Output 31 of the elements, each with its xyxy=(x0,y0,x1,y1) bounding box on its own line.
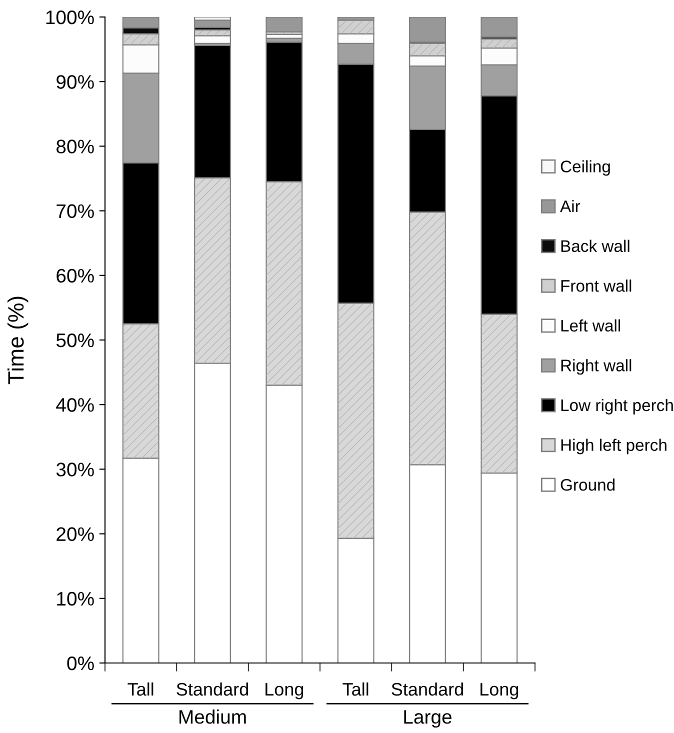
bar xyxy=(480,17,518,38)
y-tick-label: 30% xyxy=(56,462,94,476)
y-tick-label: 90% xyxy=(56,75,94,89)
legend-label: High left perch xyxy=(561,438,666,454)
y-tick-label: 40% xyxy=(56,398,94,412)
x-tick-label: Long xyxy=(480,683,518,700)
y-tick-label: 20% xyxy=(56,527,94,542)
legend-label: Ceiling xyxy=(560,160,610,176)
legend-label: Air xyxy=(560,200,580,212)
legend-label: Low right perch xyxy=(561,398,673,414)
y-tick-label: 80% xyxy=(56,140,94,154)
x-tick-label: Standard xyxy=(176,682,248,696)
x-tick-label: Long xyxy=(266,683,304,700)
y-tick-label: 10% xyxy=(57,592,94,606)
y-tick-label: 50% xyxy=(56,333,94,348)
y-axis-title: Time (%) xyxy=(7,296,28,384)
x-tick-label: Standard xyxy=(392,682,463,696)
text: Medium xyxy=(180,710,246,724)
legend-label: Back wall xyxy=(561,240,630,252)
y-tick-label: 100% xyxy=(46,10,94,24)
text: Large xyxy=(404,710,452,728)
legend-label: Front wall xyxy=(561,280,632,292)
y-tick-label: 70% xyxy=(56,204,94,218)
y-tick-label: 0% xyxy=(67,656,94,670)
y-tick-label: 60% xyxy=(56,268,94,283)
legend-label: Right wall xyxy=(561,359,632,375)
x-tick-label: Tall xyxy=(342,682,368,696)
x-tick-label: Tall xyxy=(128,682,154,696)
bar xyxy=(266,17,303,32)
legend-label: Left wall xyxy=(561,319,620,332)
legend-label: Ground xyxy=(560,478,615,491)
